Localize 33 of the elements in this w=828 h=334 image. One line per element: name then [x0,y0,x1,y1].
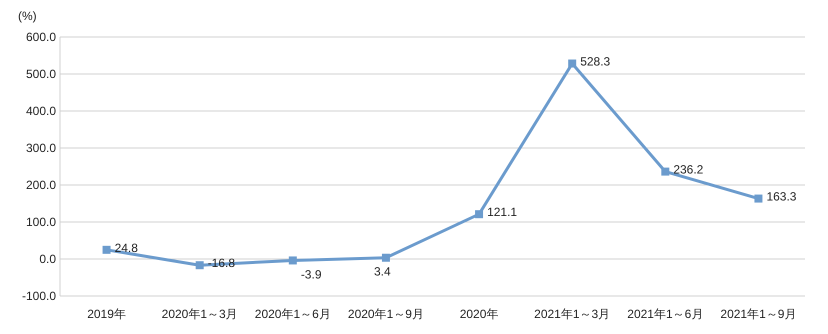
point [196,261,204,270]
y-tick-label: -100.0 [22,289,56,303]
data-label: 121.1 [487,205,518,220]
y-tick-label: 100.0 [26,215,56,229]
x-tick-label: 2020年 [460,307,498,321]
point [288,256,297,264]
x-tick-label: 2021年1～6月 [627,307,704,321]
data-label: -3.9 [300,267,322,282]
point [475,210,484,218]
data-label: 528.3 [580,54,611,69]
data-label: 236.2 [673,162,704,177]
point [382,254,390,262]
point [661,168,670,176]
data-label: 3.4 [374,264,391,279]
y-tick-label: 500.0 [26,67,56,81]
point [102,246,111,254]
data-label: 24.8 [114,240,138,255]
x-tick-label: 2019年 [87,307,126,321]
y-tick-label: 300.0 [26,141,56,155]
x-tick-label: 2021年1～9月 [720,307,796,321]
y-axis-title: (%) [18,9,37,23]
data-label: 163.3 [766,190,797,204]
x-tick-label: 2021年1～3月 [534,307,610,321]
x-tick-label: 2020年1～9月 [348,307,424,321]
y-tick-label: 0.0 [39,252,56,266]
data-label: -16.8 [208,256,236,270]
x-tick-label: 2020年1～6月 [254,307,331,321]
y-tick-label: 400.0 [26,104,56,118]
point [754,194,762,203]
y-tick-label: 200.0 [26,178,56,192]
y-tick-label: 600.0 [26,30,56,44]
x-tick-label: 2020年1～3月 [162,307,238,321]
point [568,60,576,68]
